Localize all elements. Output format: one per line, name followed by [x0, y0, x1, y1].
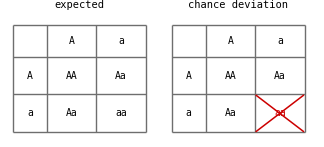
Text: Aa: Aa: [66, 108, 77, 118]
Text: A: A: [227, 36, 233, 46]
Text: a: a: [27, 108, 33, 118]
Text: a: a: [277, 36, 283, 46]
Text: AA: AA: [66, 71, 77, 81]
Text: aa: aa: [274, 108, 286, 118]
Text: a: a: [186, 108, 191, 118]
Text: Aa: Aa: [225, 108, 236, 118]
Text: A: A: [27, 71, 33, 81]
Text: Aa: Aa: [115, 71, 127, 81]
Text: A: A: [69, 36, 75, 46]
Text: Aa: Aa: [274, 71, 286, 81]
Text: expected: expected: [54, 0, 104, 10]
Text: aa: aa: [115, 108, 127, 118]
Text: A: A: [186, 71, 191, 81]
Text: chance deviation: chance deviation: [188, 0, 288, 10]
Text: a: a: [118, 36, 124, 46]
Text: AA: AA: [225, 71, 236, 81]
